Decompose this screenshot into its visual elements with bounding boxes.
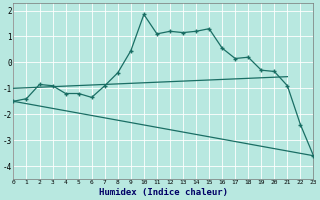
- X-axis label: Humidex (Indice chaleur): Humidex (Indice chaleur): [99, 188, 228, 197]
